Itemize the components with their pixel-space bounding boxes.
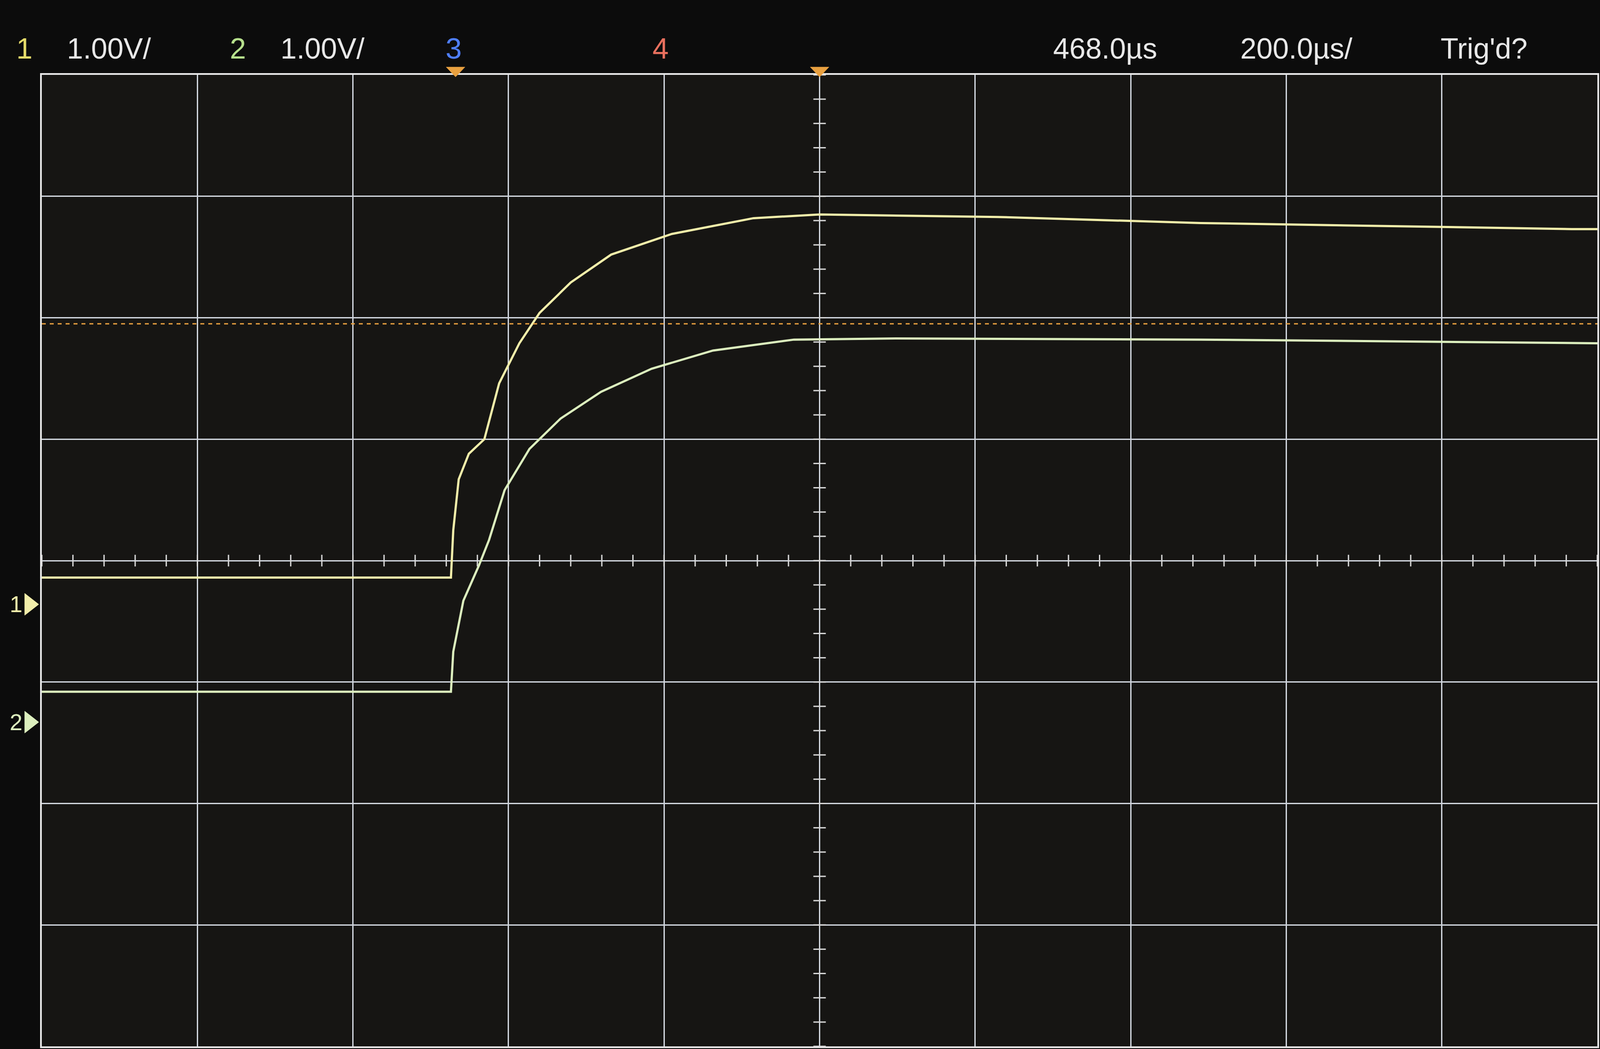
svg-text:468.0µs: 468.0µs [1053,32,1158,65]
svg-text:Trig'd?: Trig'd? [1440,32,1528,65]
svg-text:1: 1 [9,591,23,617]
svg-text:2: 2 [229,32,247,65]
svg-text:1.00V/: 1.00V/ [280,32,365,65]
svg-text:3: 3 [445,32,462,65]
svg-text:2: 2 [9,709,23,735]
svg-text:4: 4 [652,32,669,65]
svg-text:1.00V/: 1.00V/ [66,32,152,65]
svg-text:200.0µs/: 200.0µs/ [1240,32,1353,65]
svg-text:1: 1 [16,32,33,65]
